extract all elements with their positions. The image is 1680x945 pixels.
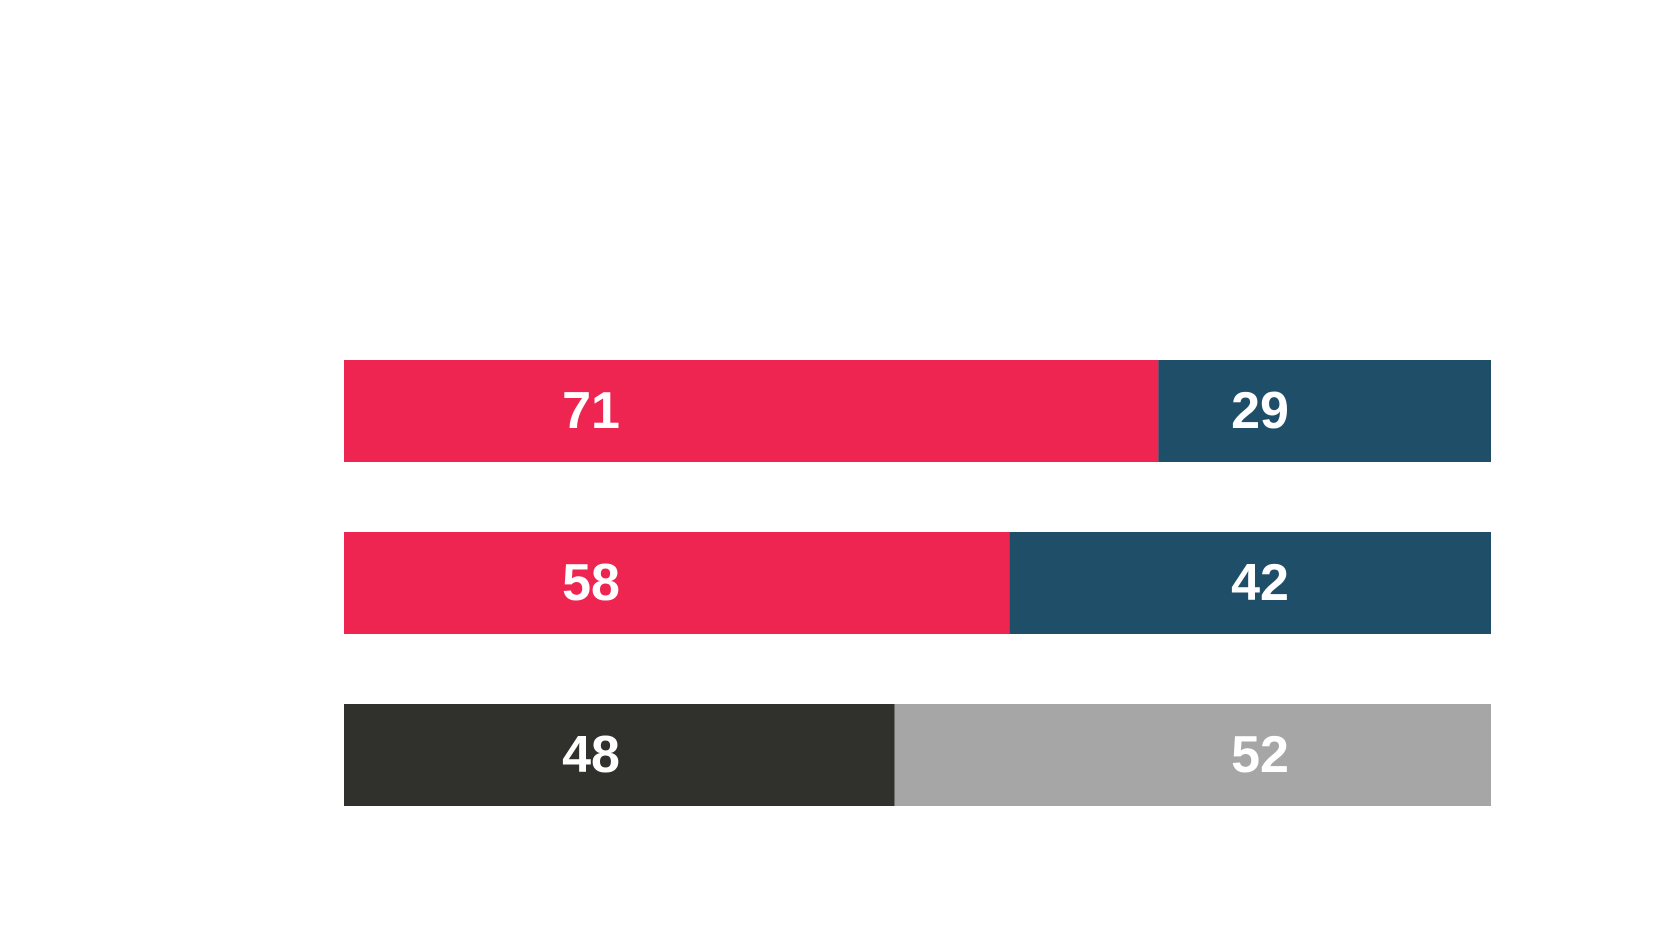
- bar-value-label: 29: [1231, 382, 1289, 440]
- bar-rows: 71 29 58 42 48 52: [344, 360, 1491, 806]
- bar-value-label: 48: [562, 726, 620, 784]
- bar-value-label: 42: [1231, 554, 1289, 612]
- bar-segment: [344, 360, 1159, 462]
- bar-value-label: 52: [1231, 726, 1289, 784]
- bar-row: 71 29: [344, 360, 1491, 462]
- bar-segment: [894, 704, 1491, 806]
- bar-row: 58 42: [344, 532, 1491, 634]
- bar-row: 48 52: [344, 704, 1491, 806]
- bar-segment: [1158, 360, 1491, 462]
- bar-segment: [344, 704, 895, 806]
- bar-segment: [344, 532, 1010, 634]
- bar-segment: [1009, 532, 1491, 634]
- bar-value-label: 71: [562, 382, 620, 440]
- bar-value-label: 58: [562, 554, 620, 612]
